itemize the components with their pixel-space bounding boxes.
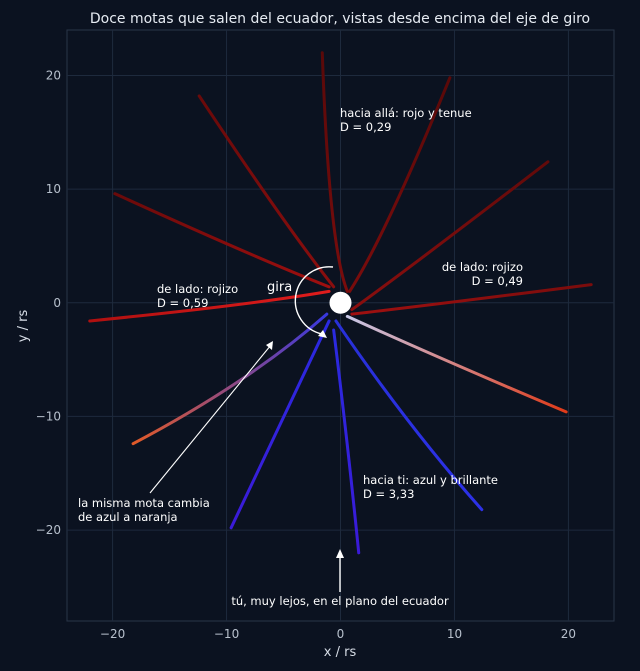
x-tick-label: 10: [447, 627, 462, 641]
annotation-observer: tú, muy lejos, en el plano del ecuador: [231, 594, 449, 608]
mote-trail-8: [229, 319, 331, 530]
annotation-change-line1: la misma mota cambia: [78, 496, 210, 510]
mote-trail-1: [320, 51, 349, 293]
y-tick-label: −20: [36, 523, 61, 537]
tick-labels: −20 −10 0 10 20 −20 −10 0 10 20: [36, 68, 576, 641]
annotation-toward-line2: D = 3,33: [363, 487, 414, 501]
observer-arrowhead-icon: [336, 549, 344, 558]
x-tick-label: −20: [100, 627, 125, 641]
mote-trail-2: [348, 76, 452, 293]
change-arrowhead-icon: [266, 341, 273, 350]
series-layer: [88, 51, 593, 555]
y-axis-label: y / rs: [16, 310, 31, 343]
mote-trail-5: [345, 314, 568, 414]
mote-trail-4: [350, 283, 593, 316]
mote-trail-11: [113, 192, 331, 289]
x-tick-label: 20: [561, 627, 576, 641]
spin-arrow-icon: [294, 266, 334, 335]
mote-trail-6: [334, 319, 484, 512]
y-tick-label: −10: [36, 409, 61, 423]
y-tick-label: 20: [46, 68, 61, 82]
chart-title: Doce motas que salen del ecuador, vistas…: [90, 11, 590, 27]
spin-arrowhead-icon: [318, 330, 327, 338]
mote-trail-12: [197, 94, 336, 289]
mote-trail-9: [131, 312, 329, 446]
annotation-change-line2: de azul a naranja: [78, 510, 178, 524]
mote-trail-3: [350, 160, 550, 312]
change-arrow-icon: [149, 344, 272, 494]
annotation-toward-line1: hacia ti: azul y brillante: [363, 473, 498, 487]
x-tick-label: −10: [214, 627, 239, 641]
annotation-spin: gira: [267, 280, 292, 295]
grid: [67, 30, 614, 621]
annotation-away-line2: D = 0,29: [340, 120, 391, 134]
annotation-left-line1: de lado: rojizo: [157, 282, 238, 296]
annotation-right-line2: D = 0,49: [472, 274, 523, 288]
mote-trail-10: [88, 289, 331, 323]
star-marker: [329, 291, 352, 314]
annotation-away-line1: hacia allá: rojo y tenue: [340, 106, 472, 120]
annotation-left-line2: D = 0,59: [157, 296, 208, 310]
mote-trail-7: [332, 328, 361, 555]
x-axis-label: x / rs: [324, 645, 357, 660]
x-tick-label: 0: [337, 627, 345, 641]
y-tick-label: 10: [46, 182, 61, 196]
annotation-right-line1: de lado: rojizo: [442, 260, 523, 274]
y-tick-label: 0: [53, 296, 61, 310]
